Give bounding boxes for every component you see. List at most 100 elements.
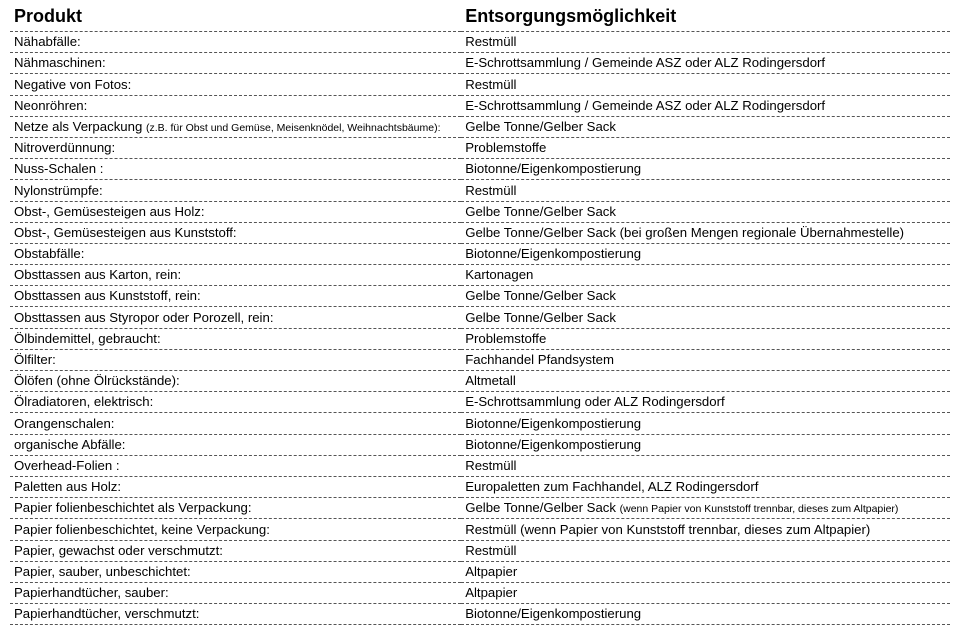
cell-product: Obst-, Gemüsesteigen aus Holz: bbox=[10, 201, 461, 222]
table-row: Obstabfälle: Biotonne/Eigenkompostierung bbox=[10, 243, 950, 264]
table-row: Ölöfen (ohne Ölrückstände):Altmetall bbox=[10, 371, 950, 392]
cell-disposal: Biotonne/Eigenkompostierung bbox=[461, 243, 950, 264]
disposal-text: Fachhandel Pfandsystem bbox=[465, 352, 614, 367]
table-row: organische Abfälle: Biotonne/Eigenkompost… bbox=[10, 434, 950, 455]
cell-disposal: E-Schrottsammlung / Gemeinde ASZ oder AL… bbox=[461, 53, 950, 74]
table-row: Obst-, Gemüsesteigen aus Kunststoff:Gelb… bbox=[10, 222, 950, 243]
cell-disposal: E-Schrottsammlung / Gemeinde ASZ oder AL… bbox=[461, 95, 950, 116]
disposal-text: Problemstoffe bbox=[465, 140, 546, 155]
table-row: Papier, gewachst oder verschmutzt: Restmü… bbox=[10, 540, 950, 561]
cell-disposal: Gelbe Tonne/Gelber Sack bbox=[461, 201, 950, 222]
table-row: Papierhandtücher, verschmutzt:Biotonne/E… bbox=[10, 604, 950, 625]
product-text: Netze als Verpackung bbox=[14, 119, 146, 134]
table-row: Obsttassen aus Karton, rein: Kartonagen bbox=[10, 265, 950, 286]
product-text: Orangenschalen: bbox=[14, 416, 114, 431]
product-text: Nuss-Schalen : bbox=[14, 161, 103, 176]
disposal-text: Biotonne/Eigenkompostierung bbox=[465, 246, 641, 261]
table-row: Papier folienbeschichtet, keine Verpacku… bbox=[10, 519, 950, 540]
cell-product: Overhead-Folien : bbox=[10, 455, 461, 476]
disposal-text: Gelbe Tonne/Gelber Sack bbox=[465, 500, 619, 515]
cell-product: Obsttassen aus Styropor oder Porozell, r… bbox=[10, 307, 461, 328]
table-row: Orangenschalen: Biotonne/Eigenkompostieru… bbox=[10, 413, 950, 434]
cell-product: Obsttassen aus Karton, rein: bbox=[10, 265, 461, 286]
cell-product: Obsttassen aus Kunststoff, rein: bbox=[10, 286, 461, 307]
disposal-text: Europaletten zum Fachhandel, ALZ Rodinge… bbox=[465, 479, 758, 494]
table-row: Nähmaschinen: E-Schrottsammlung / Gemeind… bbox=[10, 53, 950, 74]
table-row: Papier, sauber, unbeschichtet:Altpapier bbox=[10, 561, 950, 582]
disposal-text: E-Schrottsammlung / Gemeinde ASZ oder AL… bbox=[465, 98, 825, 113]
cell-product: Ölradiatoren, elektrisch: bbox=[10, 392, 461, 413]
disposal-text: Biotonne/Eigenkompostierung bbox=[465, 416, 641, 431]
cell-product: organische Abfälle: bbox=[10, 434, 461, 455]
disposal-text: Restmüll bbox=[465, 34, 516, 49]
cell-product: Obst-, Gemüsesteigen aus Kunststoff: bbox=[10, 222, 461, 243]
cell-product: Nylonstrümpfe: bbox=[10, 180, 461, 201]
table-row: Papier folienbeschichtet als Verpackung:… bbox=[10, 498, 950, 519]
cell-disposal: Altpapier bbox=[461, 582, 950, 603]
product-text: Overhead-Folien : bbox=[14, 458, 120, 473]
disposal-text: Biotonne/Eigenkompostierung bbox=[465, 161, 641, 176]
product-text: Negative von Fotos: bbox=[14, 77, 131, 92]
cell-product: Ölfilter: bbox=[10, 349, 461, 370]
disposal-text: Gelbe Tonne/Gelber Sack bbox=[465, 288, 616, 303]
cell-disposal: Europaletten zum Fachhandel, ALZ Rodinge… bbox=[461, 476, 950, 497]
cell-product: Obstabfälle: bbox=[10, 243, 461, 264]
product-text: Nähmaschinen: bbox=[14, 55, 106, 70]
disposal-text: Altmetall bbox=[465, 373, 516, 388]
cell-disposal: Problemstoffe bbox=[461, 137, 950, 158]
product-text: Ölradiatoren, elektrisch: bbox=[14, 394, 153, 409]
product-text: Nähabfälle: bbox=[14, 34, 81, 49]
disposal-text: E-Schrottsammlung / Gemeinde ASZ oder AL… bbox=[465, 55, 825, 70]
cell-disposal: Gelbe Tonne/Gelber Sack bbox=[461, 116, 950, 137]
disposal-note: (wenn Papier von Kunststoff trennbar, di… bbox=[620, 503, 899, 515]
product-text: Papier, sauber, unbeschichtet: bbox=[14, 564, 191, 579]
disposal-text: Biotonne/Eigenkompostierung bbox=[465, 437, 641, 452]
table-row: Nähabfälle: Restmüll bbox=[10, 32, 950, 53]
table-row: Papierhandtücher, sauber:Altpapier bbox=[10, 582, 950, 603]
cell-disposal: Altmetall bbox=[461, 371, 950, 392]
cell-disposal: Restmüll bbox=[461, 74, 950, 95]
cell-disposal: Restmüll bbox=[461, 180, 950, 201]
product-note: (z.B. für Obst und Gemüse, Meisenknödel,… bbox=[146, 122, 441, 134]
disposal-text: Altpapier bbox=[465, 585, 517, 600]
table-row: Nuss-Schalen : Biotonne/Eigenkompostierun… bbox=[10, 159, 950, 180]
cell-product: Paletten aus Holz: bbox=[10, 476, 461, 497]
cell-product: Nähmaschinen: bbox=[10, 53, 461, 74]
cell-disposal: Kartonagen bbox=[461, 265, 950, 286]
cell-disposal: Restmüll bbox=[461, 455, 950, 476]
product-text: Paletten aus Holz: bbox=[14, 479, 121, 494]
disposal-text: Gelbe Tonne/Gelber Sack bbox=[465, 310, 616, 325]
product-text: Nitroverdünnung: bbox=[14, 140, 115, 155]
product-text: Nylonstrümpfe: bbox=[14, 183, 103, 198]
product-text: Papierhandtücher, verschmutzt: bbox=[14, 606, 199, 621]
disposal-text: Kartonagen bbox=[465, 267, 533, 282]
product-text: Papier folienbeschichtet, keine Verpacku… bbox=[14, 522, 270, 537]
cell-product: Nuss-Schalen : bbox=[10, 159, 461, 180]
header-disposal: Entsorgungsmöglichkeit bbox=[461, 4, 950, 32]
cell-product: Nitroverdünnung: bbox=[10, 137, 461, 158]
product-text: Obsttassen aus Karton, rein: bbox=[14, 267, 181, 282]
disposal-text: Restmüll (wenn Papier von Kunststoff tre… bbox=[465, 522, 870, 537]
cell-disposal: Restmüll bbox=[461, 540, 950, 561]
product-text: Papier, gewachst oder verschmutzt: bbox=[14, 543, 223, 558]
cell-product: Orangenschalen: bbox=[10, 413, 461, 434]
disposal-text: E-Schrottsammlung oder ALZ Rodingersdorf bbox=[465, 394, 724, 409]
product-text: Obsttassen aus Styropor oder Porozell, r… bbox=[14, 310, 273, 325]
table-row: Obsttassen aus Kunststoff, rein: Gelbe To… bbox=[10, 286, 950, 307]
disposal-table: Produkt Entsorgungsmöglichkeit Nähabfäll… bbox=[10, 4, 950, 625]
cell-product: Nähabfälle: bbox=[10, 32, 461, 53]
disposal-text: Gelbe Tonne/Gelber Sack bbox=[465, 119, 616, 134]
table-row: Ölbindemittel, gebraucht:Problemstoffe bbox=[10, 328, 950, 349]
cell-disposal: Gelbe Tonne/Gelber Sack bbox=[461, 286, 950, 307]
table-row: Overhead-Folien : Restmüll bbox=[10, 455, 950, 476]
cell-disposal: Problemstoffe bbox=[461, 328, 950, 349]
cell-disposal: Restmüll (wenn Papier von Kunststoff tre… bbox=[461, 519, 950, 540]
table-row: Ölfilter: Fachhandel Pfandsystem bbox=[10, 349, 950, 370]
cell-product: Ölbindemittel, gebraucht: bbox=[10, 328, 461, 349]
cell-product: Papier, sauber, unbeschichtet: bbox=[10, 561, 461, 582]
table-row: Nylonstrümpfe: Restmüll bbox=[10, 180, 950, 201]
cell-disposal: Restmüll bbox=[461, 32, 950, 53]
table-row: Ölradiatoren, elektrisch: E-Schrottsammlu… bbox=[10, 392, 950, 413]
cell-disposal: Biotonne/Eigenkompostierung bbox=[461, 159, 950, 180]
cell-disposal: Biotonne/Eigenkompostierung bbox=[461, 413, 950, 434]
